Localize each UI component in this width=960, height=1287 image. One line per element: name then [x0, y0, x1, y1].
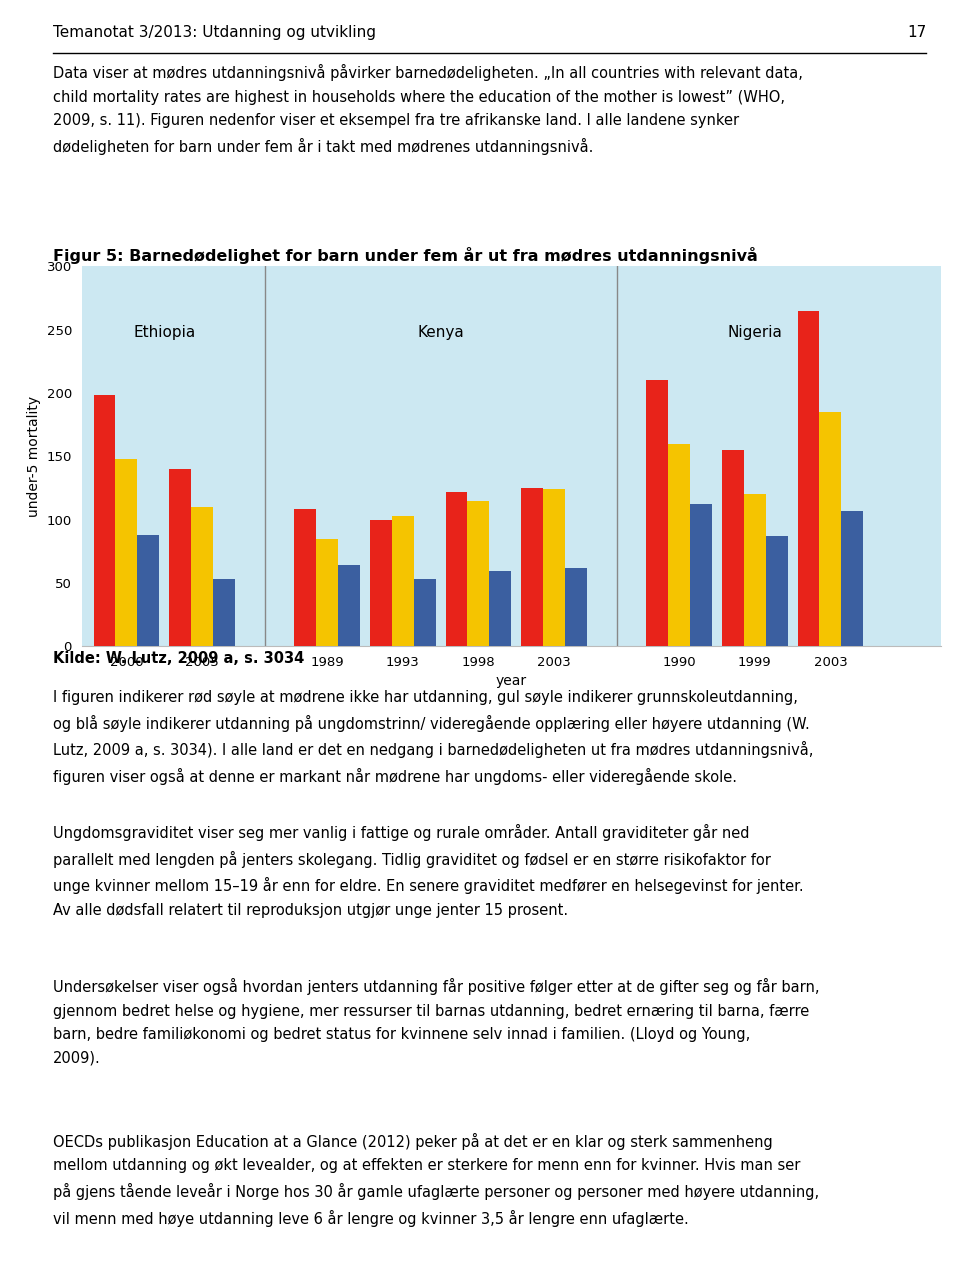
Bar: [841, 511, 863, 646]
Bar: [521, 488, 543, 646]
Text: 17: 17: [907, 24, 926, 40]
Bar: [115, 458, 137, 646]
Text: Data viser at mødres utdanningsnivå påvirker barnedødeligheten. „In all countrie: Data viser at mødres utdanningsnivå påvi…: [53, 64, 803, 154]
Text: Ungdomsgraviditet viser seg mer vanlig i fattige og rurale områder. Antall gravi: Ungdomsgraviditet viser seg mer vanlig i…: [53, 824, 804, 918]
Text: I figuren indikerer rød søyle at mødrene ikke har utdanning, gul søyle indikerer: I figuren indikerer rød søyle at mødrene…: [53, 690, 813, 785]
Bar: [338, 565, 360, 646]
Bar: [490, 571, 512, 646]
Bar: [213, 579, 235, 646]
Text: OECDs publikasjon Education at a Glance (2012) peker på at det er en klar og ste: OECDs publikasjon Education at a Glance …: [53, 1133, 819, 1227]
Bar: [543, 489, 564, 646]
Text: Ethiopia: Ethiopia: [133, 324, 195, 340]
Y-axis label: under-5 mortality: under-5 mortality: [27, 395, 41, 517]
Text: Undersøkelser viser også hvordan jenters utdanning får positive følger etter at : Undersøkelser viser også hvordan jenters…: [53, 978, 819, 1066]
X-axis label: year: year: [495, 674, 527, 689]
Bar: [370, 520, 392, 646]
Text: Nigeria: Nigeria: [728, 324, 782, 340]
Text: Kenya: Kenya: [418, 324, 464, 340]
Bar: [668, 444, 690, 646]
Bar: [722, 450, 744, 646]
Bar: [820, 412, 841, 646]
Bar: [468, 501, 490, 646]
Text: Kilde: W. Lutz, 2009 a, s. 3034: Kilde: W. Lutz, 2009 a, s. 3034: [53, 651, 304, 667]
Bar: [295, 510, 316, 646]
Bar: [766, 535, 787, 646]
Bar: [137, 534, 159, 646]
Bar: [414, 579, 436, 646]
Bar: [191, 507, 213, 646]
Bar: [798, 310, 820, 646]
Bar: [564, 568, 587, 646]
Text: Temanotat 3/2013: Utdanning og utvikling: Temanotat 3/2013: Utdanning og utvikling: [53, 24, 375, 40]
Bar: [445, 492, 468, 646]
Bar: [646, 381, 668, 646]
Bar: [93, 395, 115, 646]
Bar: [690, 505, 712, 646]
Bar: [392, 516, 414, 646]
Bar: [316, 538, 338, 646]
Bar: [744, 494, 766, 646]
Bar: [169, 468, 191, 646]
Text: Figur 5: Barnedødelighet for barn under fem år ut fra mødres utdanningsnivå: Figur 5: Barnedødelighet for barn under …: [53, 247, 757, 264]
